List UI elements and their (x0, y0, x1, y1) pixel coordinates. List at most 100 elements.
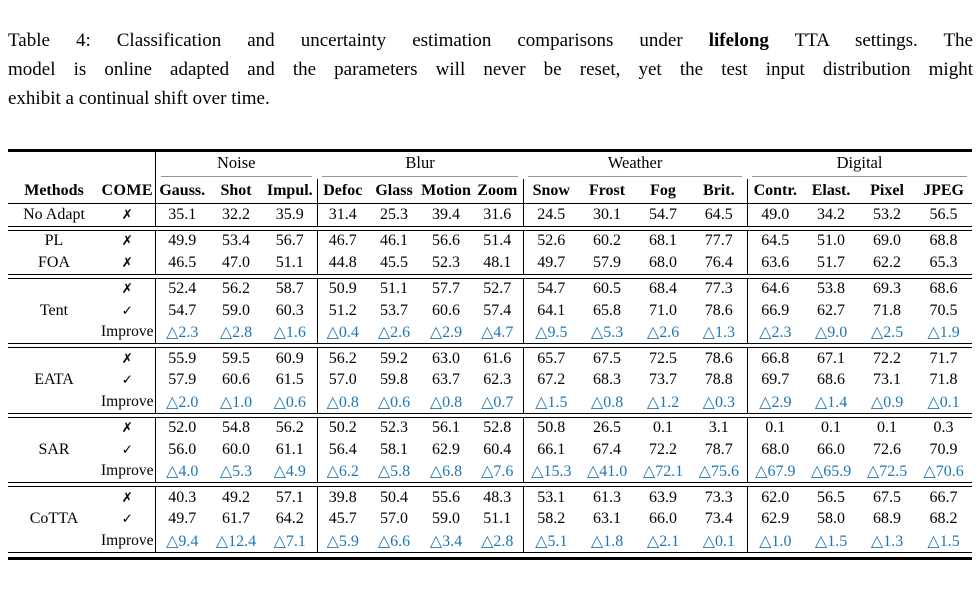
value-cell: 64.5 (704, 205, 733, 223)
value-cell: 54.7 (649, 205, 678, 223)
value-cell: △9.5 (522, 321, 580, 344)
value-cell: 64.5 (746, 230, 804, 252)
value-cell: 52.3 (432, 253, 461, 271)
value-cell: 60.0 (222, 440, 250, 458)
value-cell: 72.2 (873, 349, 902, 367)
col-header-glass: Glass (368, 179, 421, 204)
col-header-shot: Shot (209, 179, 263, 204)
improve-label: Improve (100, 531, 154, 549)
col-header-impul: Impul. (263, 179, 318, 204)
value-cell: 67.5 (873, 488, 902, 506)
value-cell: △5.1 (522, 530, 580, 552)
col-header-contr: Contr. (746, 179, 804, 204)
value-cell: 55.9 (154, 347, 209, 370)
value-cell: 58.2 (522, 508, 580, 530)
value-cell: △2.9 (746, 391, 804, 413)
value-cell: 58.7 (275, 280, 304, 298)
value-cell: 76.4 (704, 253, 733, 271)
bottom-rule-row (8, 551, 973, 560)
column-header-row: Methods COME Gauss. Shot Impul. Defoc Glass Mot… (8, 179, 973, 204)
section-divider (8, 343, 973, 348)
value-cell: 57.0 (380, 510, 409, 528)
value-cell: △65.9 (810, 463, 852, 481)
value-cell: △7.1 (273, 532, 306, 550)
value-cell: 60.6 (222, 371, 250, 389)
value-cell: 56.2 (222, 280, 250, 298)
group-header-blur: Blur (317, 151, 523, 180)
value-cell: 49.7 (522, 252, 580, 274)
value-cell: △1.5 (927, 532, 960, 550)
value-cell: 45.7 (316, 508, 369, 530)
value-cell: △4.0 (154, 460, 209, 483)
value-cell: △75.6 (698, 463, 739, 481)
data-row: ✓ 49.7 61.7 64.2 45.7 57.0 59.0 51.1 58.2 63.1 66.… (8, 508, 972, 530)
value-cell: 68.0 (746, 439, 804, 461)
value-cell: 71.8 (929, 371, 958, 389)
value-cell: 71.8 (873, 301, 902, 319)
value-cell: 54.8 (222, 419, 250, 437)
value-cell: △1.5 (814, 532, 848, 550)
value-cell: 25.3 (380, 205, 409, 223)
value-cell: 0.3 (933, 419, 954, 437)
value-cell: 45.5 (380, 253, 409, 271)
col-header-elast: Elast. (803, 179, 860, 204)
caption-bold-word: lifelong (708, 30, 769, 51)
value-cell: △4.9 (273, 463, 306, 481)
value-cell: 48.1 (483, 253, 512, 271)
group-header-weather: Weather (523, 151, 747, 180)
value-cell: 62.7 (817, 301, 846, 319)
value-cell: 60.4 (483, 440, 512, 458)
data-row: Improve △2.0 △1.0 △0.6 △0.8 △0.6 △0.8 △0.7 △1.5 △… (8, 391, 972, 413)
value-cell: △1.3 (870, 532, 904, 550)
value-cell: 53.8 (817, 280, 846, 298)
double-rule (8, 273, 973, 279)
group-header-digital: Digital (747, 151, 972, 180)
value-cell: 24.5 (522, 203, 580, 226)
value-cell: △1.8 (590, 532, 624, 550)
col-header-methods: Methods (8, 179, 100, 204)
caption-text: Table 4: Classification and uncertainty … (8, 30, 709, 51)
value-cell: △2.6 (646, 324, 680, 342)
value-cell: △15.3 (522, 460, 580, 483)
value-cell: 56.0 (154, 439, 209, 461)
paper-page: Table 4: Classification and uncertainty … (0, 26, 980, 560)
group-label: Noise (217, 153, 256, 172)
value-cell: 61.7 (222, 510, 250, 528)
value-cell: 50.9 (316, 278, 369, 300)
come-cross-mark: ✗ (121, 489, 133, 506)
value-cell: △4.7 (481, 324, 514, 342)
value-cell: 46.1 (380, 232, 409, 250)
value-cell: 60.2 (593, 232, 622, 250)
value-cell: 50.4 (380, 488, 409, 506)
come-check-mark: ✓ (121, 302, 133, 319)
value-cell: △5.3 (219, 463, 253, 481)
group-label: Digital (836, 153, 883, 172)
value-cell: 3.1 (708, 419, 729, 437)
value-cell: △1.2 (646, 393, 680, 411)
value-cell: 64.6 (746, 278, 804, 300)
value-cell: 51.1 (483, 510, 512, 528)
value-cell: 51.1 (380, 280, 409, 298)
value-cell: 72.5 (649, 349, 678, 367)
value-cell: 66.0 (649, 510, 678, 528)
value-cell: 63.0 (432, 349, 461, 367)
value-cell: 57.1 (275, 488, 304, 506)
value-cell: 39.4 (432, 205, 461, 223)
value-cell: 44.8 (316, 252, 369, 274)
value-cell: 55.6 (432, 488, 461, 506)
value-cell: △0.4 (316, 321, 369, 344)
value-cell: △2.1 (646, 532, 680, 550)
come-cross-mark: ✗ (121, 350, 133, 367)
value-cell: △0.8 (429, 393, 463, 411)
value-cell: 52.8 (483, 419, 512, 437)
value-cell: 52.0 (154, 417, 209, 439)
value-cell: 56.7 (275, 232, 304, 250)
value-cell: 72.2 (649, 440, 678, 458)
value-cell: △0.8 (316, 391, 369, 413)
value-cell: 47.0 (222, 253, 250, 271)
data-row: PL ✗ 49.9 53.4 56.7 46.7 46.1 56.6 51.4 52.6 60.2 6… (8, 230, 972, 252)
value-cell: 35.9 (275, 205, 304, 223)
col-header-zoom: Zoom (472, 179, 524, 204)
value-cell: 56.6 (432, 232, 461, 250)
data-row: FOA ✗ 46.5 47.0 51.1 44.8 45.5 52.3 48.1 49.7 57.9… (8, 252, 972, 274)
